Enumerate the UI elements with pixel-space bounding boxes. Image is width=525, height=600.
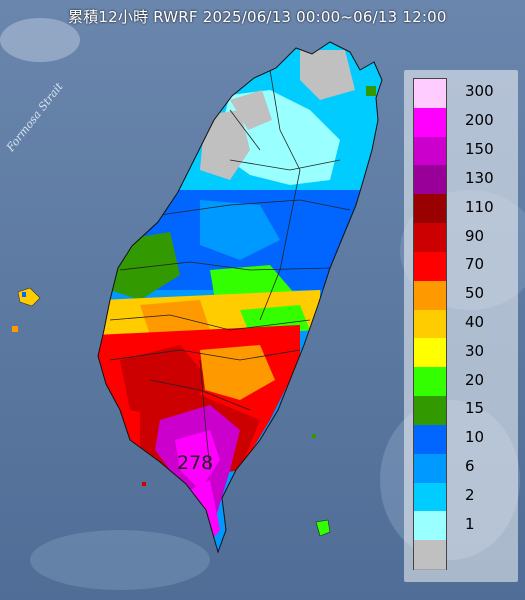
county-boundaries [109, 69, 351, 471]
legend-swatch [414, 338, 446, 369]
legend-tick-label: 150 [465, 140, 494, 159]
legend-swatch [414, 165, 446, 196]
legend-tick-label: 15 [465, 399, 485, 418]
legend-tick-label: 10 [465, 428, 485, 447]
legend-swatch [414, 251, 446, 282]
legend-swatch [414, 367, 446, 398]
legend-tick-label: 70 [465, 255, 485, 274]
legend-swatch [414, 194, 446, 225]
legend-tick-label: 40 [465, 313, 485, 331]
legend-swatch [414, 424, 446, 455]
legend-swatch [414, 511, 446, 542]
legend-tick-label: 2 [465, 485, 475, 504]
legend-swatch [414, 79, 446, 109]
legend-swatch [414, 136, 446, 167]
map-title: 累積12小時 RWRF 2025/06/13 00:00~06/13 12:00 [68, 8, 447, 26]
legend-swatch [414, 453, 446, 484]
max-rainfall-label: 278 [177, 452, 214, 474]
keelung-islet [366, 86, 376, 96]
legend-tick-label: 130 [465, 168, 494, 187]
taiwan-outline [97, 41, 383, 554]
legend-tick-label: 20 [465, 370, 485, 389]
legend-swatch [414, 223, 446, 253]
legend-tick-label: 90 [465, 226, 485, 245]
legend-swatch [414, 309, 446, 340]
legend-swatch [414, 107, 446, 138]
legend-swatch [414, 280, 446, 311]
small-island [12, 326, 18, 332]
legend-tick-label: 110 [465, 197, 494, 216]
legend-tick-label: 200 [465, 111, 494, 130]
legend-swatch [414, 396, 446, 426]
legend-tick-label: 50 [465, 284, 485, 303]
rainfall-legend [413, 78, 447, 570]
legend-tick-label: 1 [465, 514, 475, 533]
legend-tick-label: 300 [465, 82, 494, 101]
legend-swatch [414, 540, 446, 570]
green-island [315, 519, 331, 537]
legend-tick-label: 6 [465, 457, 475, 476]
legend-swatch [414, 482, 446, 513]
legend-tick-label: 30 [465, 341, 485, 360]
